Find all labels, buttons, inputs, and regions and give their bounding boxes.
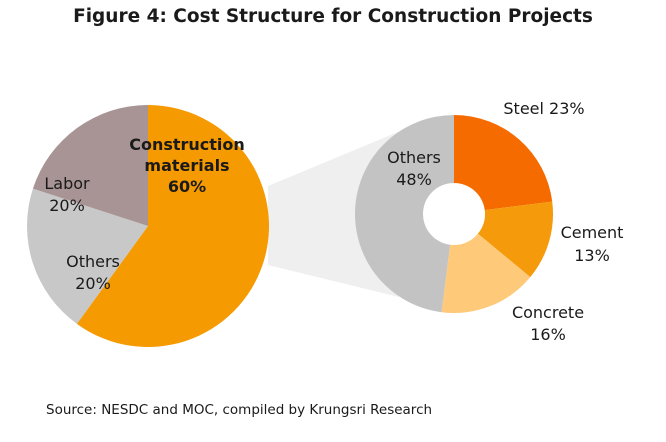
source-note: Source: NESDC and MOC, compiled by Krung… xyxy=(46,402,433,418)
donut-label-concrete: Concrete 16% xyxy=(512,303,584,344)
materials-donut xyxy=(355,115,554,313)
main-pie xyxy=(27,105,269,347)
main-label-others: Others 20% xyxy=(66,252,120,293)
main-slice-construction-materials xyxy=(76,105,269,347)
donut-slice-others xyxy=(355,115,454,313)
donut-slice-concrete xyxy=(441,233,531,313)
donut-label-steel: Steel 23% xyxy=(503,99,584,118)
main-slice-labor xyxy=(32,105,148,226)
slice-labels: Construction materials 60% Others 20% Labor 20… xyxy=(44,99,623,344)
main-slice-others xyxy=(27,188,148,324)
donut-slice-steel xyxy=(454,115,553,211)
donut-label-others: Others 48% xyxy=(387,148,441,189)
main-label-labor: Labor 20% xyxy=(44,174,90,215)
chart-title: Figure 4: Cost Structure for Constructio… xyxy=(73,6,593,27)
donut-slice-cement xyxy=(477,201,554,278)
main-label-construction-materials: Construction materials 60% xyxy=(129,135,245,196)
donut-label-cement: Cement 13% xyxy=(561,223,624,265)
